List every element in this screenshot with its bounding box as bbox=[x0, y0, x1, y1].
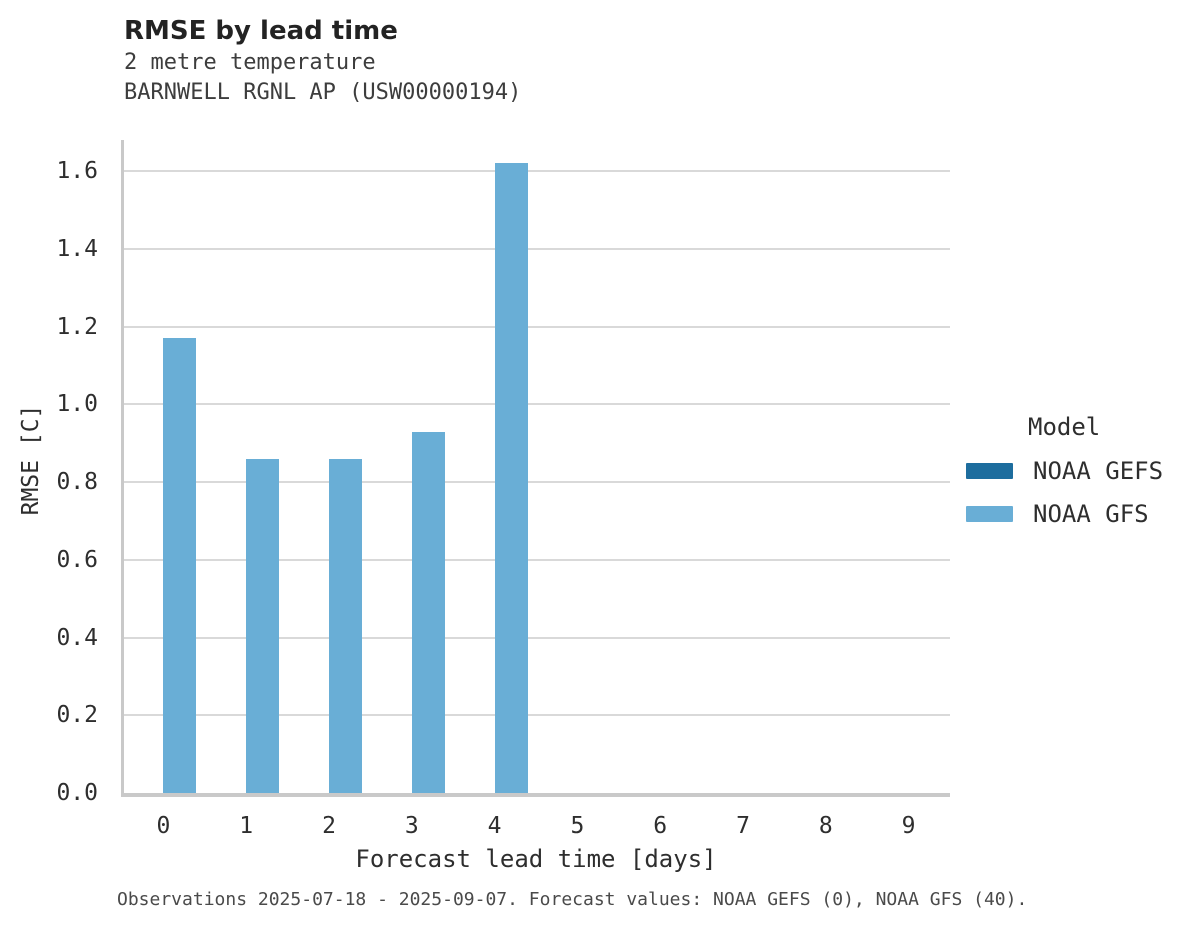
legend-label-noaa-gefs: NOAA GEFS bbox=[1033, 457, 1164, 485]
y-tick-label: 0.8 bbox=[56, 469, 98, 496]
chart-subtitle-station: BARNWELL RGNL AP (USW00000194) bbox=[124, 80, 522, 105]
y-tick-label: 0.6 bbox=[56, 546, 98, 573]
x-axis-line bbox=[121, 793, 950, 797]
legend-item-noaa-gfs: NOAA GFS bbox=[966, 500, 1163, 528]
bar-noaa-gfs-leadtime-1 bbox=[246, 458, 280, 793]
x-tick-label: 9 bbox=[901, 813, 916, 839]
legend-item-noaa-gefs: NOAA GEFS bbox=[966, 457, 1163, 485]
legend-title: Model bbox=[1028, 413, 1101, 441]
y-tick-label: 1.4 bbox=[56, 235, 98, 262]
y-tick-label: 1.0 bbox=[56, 391, 98, 418]
gridline bbox=[124, 636, 950, 639]
y-axis-line bbox=[121, 140, 124, 797]
gridline bbox=[124, 403, 950, 406]
legend-swatch-gfs-icon bbox=[966, 506, 1013, 522]
caption: Observations 2025-07-18 - 2025-09-07. Fo… bbox=[117, 889, 1028, 910]
gridline bbox=[124, 247, 950, 250]
legend-label-noaa-gfs: NOAA GFS bbox=[1033, 500, 1149, 528]
x-tick-label: 8 bbox=[818, 813, 833, 839]
chart-header: RMSE by lead time 2 metre temperature BA… bbox=[124, 14, 521, 108]
chart-title: RMSE by lead time bbox=[124, 16, 398, 46]
gridline bbox=[124, 481, 950, 484]
gridline bbox=[124, 170, 950, 173]
x-tick-label: 1 bbox=[239, 813, 254, 839]
chart-subtitle-variable: 2 metre temperature bbox=[124, 50, 376, 75]
y-tick-label: 0.2 bbox=[56, 702, 98, 729]
x-tick-label: 5 bbox=[570, 813, 585, 839]
x-tick-label: 2 bbox=[322, 813, 336, 839]
bar-noaa-gfs-leadtime-3 bbox=[411, 431, 445, 793]
plot-area bbox=[122, 140, 950, 793]
x-tick-label: 7 bbox=[736, 813, 750, 839]
legend: Model NOAA GEFS NOAA GFS bbox=[966, 412, 1163, 528]
legend-swatch-gefs-icon bbox=[966, 463, 1013, 479]
x-axis-label: Forecast lead time [days] bbox=[355, 845, 717, 873]
x-tick-label: 3 bbox=[404, 813, 419, 839]
x-tick-label: 4 bbox=[487, 813, 502, 839]
y-tick-label: 1.6 bbox=[56, 158, 98, 185]
bar-noaa-gfs-leadtime-0 bbox=[163, 338, 197, 793]
y-tick-label: 1.2 bbox=[56, 313, 98, 340]
gridline bbox=[124, 325, 950, 328]
bar-noaa-gfs-leadtime-4 bbox=[494, 163, 528, 793]
gridline bbox=[124, 558, 950, 561]
x-axis-tick-labels: 0 1 2 3 4 5 6 7 8 9 bbox=[122, 812, 950, 842]
y-axis-tick-labels: 0.0 0.2 0.4 0.6 0.8 1.0 1.2 1.4 1.6 bbox=[0, 140, 110, 805]
y-tick-label: 0.0 bbox=[56, 780, 98, 806]
y-tick-label: 0.4 bbox=[56, 624, 98, 651]
x-tick-label: 0 bbox=[156, 813, 171, 839]
gridline bbox=[124, 714, 950, 717]
bar-noaa-gfs-leadtime-2 bbox=[329, 458, 362, 793]
x-tick-label: 6 bbox=[653, 813, 668, 839]
